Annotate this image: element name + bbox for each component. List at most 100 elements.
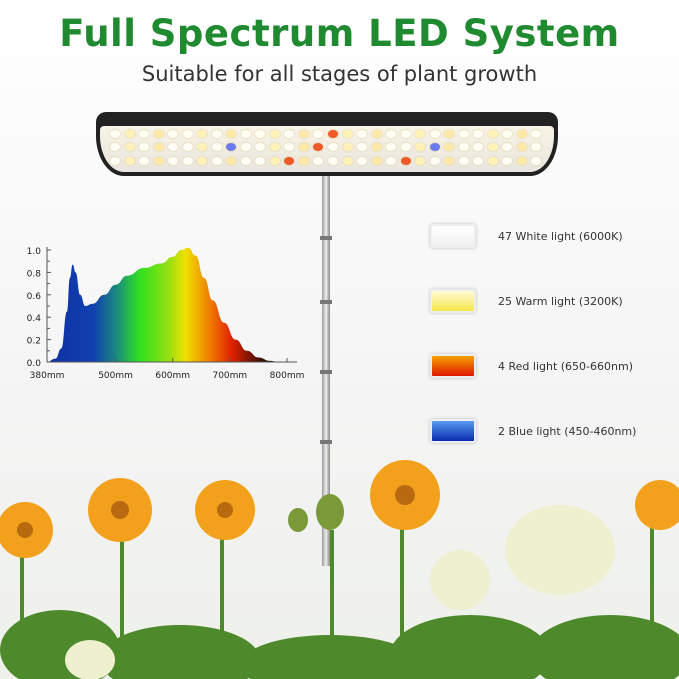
led-swatch (430, 289, 476, 313)
led (328, 130, 338, 138)
led (110, 143, 120, 152)
led (516, 143, 527, 152)
led (139, 156, 150, 165)
led (226, 156, 237, 165)
led (400, 143, 411, 152)
x-tick-label: 600mm (155, 371, 190, 381)
led (110, 130, 120, 138)
led (386, 143, 397, 152)
led-swatch (430, 354, 476, 378)
y-tick-label: 0.4 (27, 314, 42, 324)
led (386, 130, 397, 138)
led (197, 156, 208, 165)
led (371, 156, 382, 165)
legend-label: 2 Blue light (450-460nm) (498, 424, 637, 438)
led (313, 156, 324, 165)
led (531, 130, 542, 138)
led (124, 143, 135, 152)
led-swatch (430, 224, 476, 248)
led (342, 130, 353, 138)
led (269, 156, 280, 165)
led (269, 130, 280, 138)
led (153, 130, 164, 138)
x-tick-label: 800mm (270, 371, 305, 381)
led (357, 156, 368, 165)
legend-label: 25 Warm light (3200K) (498, 294, 623, 308)
led (211, 130, 222, 138)
pole-joint (320, 370, 332, 374)
led (444, 156, 455, 165)
led (429, 143, 440, 152)
led (473, 156, 484, 165)
y-tick-label: 0.2 (27, 337, 41, 347)
led (328, 156, 338, 165)
led (342, 143, 353, 152)
led (298, 143, 309, 152)
led (473, 130, 484, 138)
led (458, 143, 469, 152)
led (240, 130, 251, 138)
led (110, 156, 120, 165)
led (415, 130, 426, 138)
flowers-foreground (0, 460, 679, 679)
led (415, 143, 426, 152)
legend-item: 25 Warm light (3200K) (430, 289, 623, 313)
led (386, 156, 397, 165)
spectrum-chart: 0.0 0.2 0.4 0.6 0.8 1.0 380mm 500mm 600mm 700mm 80… (27, 247, 305, 381)
led (458, 130, 469, 138)
led (255, 156, 266, 165)
page-subtitle: Suitable for all stages of plant growth (141, 62, 538, 86)
led (211, 156, 222, 165)
led (487, 156, 498, 165)
led (153, 156, 164, 165)
led (197, 130, 208, 138)
led (298, 130, 309, 138)
legend-label: 4 Red light (650-660nm) (498, 359, 633, 373)
led (502, 143, 513, 152)
led (502, 130, 513, 138)
led (371, 130, 382, 138)
led (124, 130, 135, 138)
led (473, 143, 484, 152)
led (240, 143, 251, 152)
led (516, 130, 527, 138)
y-tick-label: 0.6 (27, 292, 42, 302)
led (269, 143, 280, 152)
pole-joint (320, 236, 332, 240)
led (429, 156, 440, 165)
legend-item: 47 White light (6000K) (430, 224, 623, 248)
legend-label: 47 White light (6000K) (498, 229, 623, 243)
led (400, 156, 411, 165)
led (298, 156, 309, 165)
led (516, 156, 527, 165)
led (487, 143, 498, 152)
led (211, 143, 222, 152)
led (255, 143, 266, 152)
led (357, 130, 368, 138)
led (342, 156, 353, 165)
y-tick-label: 0.8 (27, 269, 42, 279)
led (240, 156, 251, 165)
led (168, 130, 179, 138)
led (284, 130, 295, 138)
legend-item: 2 Blue light (450-460nm) (430, 419, 636, 443)
x-tick-label: 500mm (98, 371, 133, 381)
led (415, 156, 426, 165)
led (313, 130, 324, 138)
led (226, 130, 237, 138)
led (400, 130, 411, 138)
led (139, 143, 150, 152)
led (531, 143, 542, 152)
led (444, 130, 455, 138)
x-tick-label: 380mm (30, 371, 65, 381)
led (197, 143, 208, 152)
led-grid (110, 130, 544, 168)
pole-joint (320, 300, 332, 304)
led (444, 143, 455, 152)
led (531, 156, 542, 165)
led (371, 143, 382, 152)
led (182, 156, 193, 165)
legend-item: 4 Red light (650-660nm) (430, 354, 633, 378)
page-title: Full Spectrum LED System (59, 12, 620, 55)
led (458, 156, 469, 165)
